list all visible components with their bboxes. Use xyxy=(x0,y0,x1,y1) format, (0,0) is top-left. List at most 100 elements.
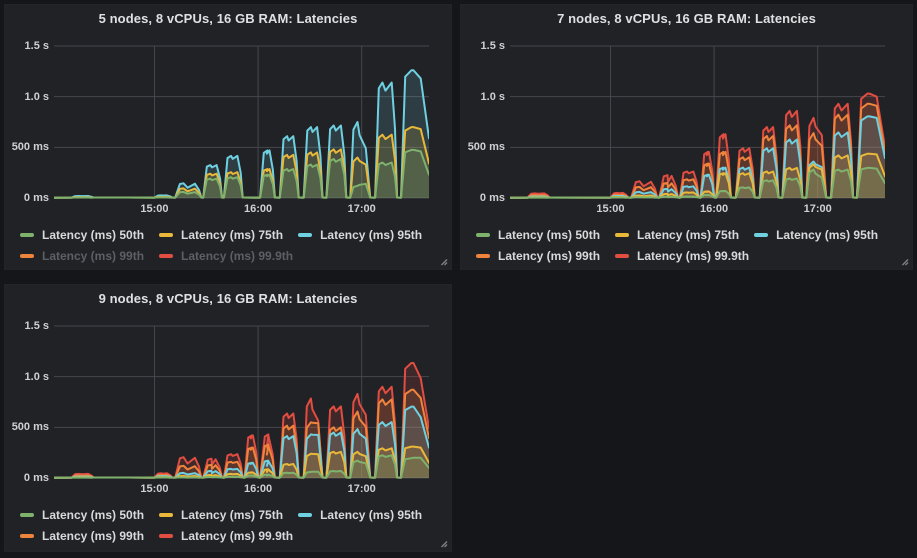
series-line-p50 xyxy=(54,148,429,199)
legend-item-p99[interactable]: Latency (ms) 99th xyxy=(476,247,600,265)
x-axis-tick-label: 15:00 xyxy=(140,203,169,215)
y-axis-tick-label: 1.0 s xyxy=(24,90,49,103)
legend-color-swatch xyxy=(159,254,174,258)
legend-color-swatch xyxy=(298,513,313,517)
legend-color-swatch xyxy=(159,513,174,517)
legend-series-label: Latency (ms) 99th xyxy=(498,249,601,263)
legend-color-swatch xyxy=(159,534,174,538)
x-axis-tick-label: 17:00 xyxy=(803,203,832,215)
y-axis-tick-label: 1.5 s xyxy=(24,320,49,332)
latency-chart xyxy=(54,45,429,199)
series-line-p999 xyxy=(54,362,429,479)
legend-color-swatch xyxy=(298,233,313,237)
panel-resize-handle[interactable] xyxy=(439,257,448,266)
panel-title[interactable]: 7 nodes, 8 vCPUs, 16 GB RAM: Latencies xyxy=(557,11,816,26)
legend-series-label: Latency (ms) 50th xyxy=(42,228,145,242)
legend-series-label: Latency (ms) 75th xyxy=(181,228,284,242)
latency-chart xyxy=(54,325,429,479)
y-axis-tick-label: 1.5 s xyxy=(24,40,49,52)
legend-color-swatch xyxy=(20,254,34,258)
legend-color-swatch xyxy=(754,233,769,237)
y-axis-tick-label: 0 ms xyxy=(479,192,505,204)
y-axis-labels: 0 ms 500 ms 1.0 s 1.5 s xyxy=(5,285,49,551)
legend-item-p50[interactable]: Latency (ms) 50th xyxy=(20,506,144,524)
series-fill-p95 xyxy=(54,406,429,478)
legend-color-swatch xyxy=(476,254,490,258)
legend-color-swatch xyxy=(476,233,490,237)
series-fill-p95 xyxy=(510,116,885,198)
series-fill-p999 xyxy=(54,363,429,478)
legend-series-label: Latency (ms) 95th xyxy=(320,228,423,242)
chart-legend: Latency (ms) 50th Latency (ms) 75th Latenc… xyxy=(476,226,904,265)
legend-series-label: Latency (ms) 95th xyxy=(320,508,423,522)
latency-chart xyxy=(510,45,885,199)
y-axis-tick-label: 500 ms xyxy=(467,141,505,154)
y-axis-tick-label: 1.0 s xyxy=(24,370,49,383)
legend-item-p75[interactable]: Latency (ms) 75th xyxy=(615,226,739,244)
x-axis-labels: 15:00 16:00 17:00 xyxy=(461,203,912,217)
legend-item-p95[interactable]: Latency (ms) 95th xyxy=(754,226,878,244)
panel-7-nodes-latencies: 7 nodes, 8 vCPUs, 16 GB RAM: Latencies 0… xyxy=(460,4,913,270)
x-axis-tick-label: 16:00 xyxy=(243,483,273,495)
y-axis-tick-label: 0 ms xyxy=(23,192,49,204)
legend-series-label: Latency (ms) 75th xyxy=(181,508,284,522)
legend-item-p999[interactable]: Latency (ms) 99.9th xyxy=(159,527,293,545)
panel-title[interactable]: 5 nodes, 8 vCPUs, 16 GB RAM: Latencies xyxy=(98,11,358,26)
x-axis-tick-label: 15:00 xyxy=(596,203,625,215)
series-fill-p99 xyxy=(510,103,885,198)
panel-resize-handle[interactable] xyxy=(900,257,909,266)
panel-resize-handle[interactable] xyxy=(439,539,448,548)
y-axis-tick-label: 1.0 s xyxy=(480,90,505,103)
legend-item-p999[interactable]: Latency (ms) 99.9th xyxy=(615,247,749,265)
x-axis-tick-label: 15:00 xyxy=(140,483,169,495)
series-fill-p75 xyxy=(510,153,885,198)
y-axis-tick-label: 0 ms xyxy=(23,472,49,484)
chart-legend: Latency (ms) 50th Latency (ms) 75th Latenc… xyxy=(20,506,443,545)
x-axis-tick-label: 17:00 xyxy=(347,483,376,495)
series-fill-p75 xyxy=(54,446,429,478)
series-fill-p95 xyxy=(54,70,429,198)
panel-9-nodes-latencies: 9 nodes, 8 vCPUs, 16 GB RAM: Latencies 0… xyxy=(4,284,452,552)
legend-color-swatch xyxy=(615,254,630,258)
legend-item-p95[interactable]: Latency (ms) 95th xyxy=(298,506,422,524)
legend-series-label: Latency (ms) 95th xyxy=(776,228,879,242)
legend-item-p50[interactable]: Latency (ms) 50th xyxy=(476,226,600,244)
legend-item-p75[interactable]: Latency (ms) 75th xyxy=(159,226,283,244)
y-axis-tick-label: 500 ms xyxy=(11,421,49,434)
legend-color-swatch xyxy=(20,233,34,237)
legend-item-p95[interactable]: Latency (ms) 95th xyxy=(298,226,422,244)
panel-title[interactable]: 9 nodes, 8 vCPUs, 16 GB RAM: Latencies xyxy=(98,291,358,306)
legend-series-label: Latency (ms) 75th xyxy=(637,228,740,242)
chart-legend: Latency (ms) 50th Latency (ms) 75th Latenc… xyxy=(20,226,443,265)
y-axis-tick-label: 1.5 s xyxy=(480,40,505,52)
y-axis-tick-label: 500 ms xyxy=(11,141,49,154)
legend-series-label: Latency (ms) 99th xyxy=(42,529,145,543)
series-line-p95 xyxy=(54,69,429,199)
legend-series-label: Latency (ms) 99.9th xyxy=(181,249,294,263)
legend-item-p999[interactable]: Latency (ms) 99.9th xyxy=(159,247,293,265)
series-line-p999 xyxy=(510,92,885,199)
series-line-p50 xyxy=(510,166,885,199)
legend-color-swatch xyxy=(20,513,34,517)
legend-color-swatch xyxy=(615,233,630,237)
x-axis-labels: 15:00 16:00 17:00 xyxy=(5,203,451,217)
legend-series-label: Latency (ms) 99.9th xyxy=(637,249,750,263)
legend-series-label: Latency (ms) 99.9th xyxy=(181,529,294,543)
legend-color-swatch xyxy=(159,233,174,237)
y-axis-labels: 0 ms 500 ms 1.0 s 1.5 s xyxy=(5,5,49,269)
legend-color-swatch xyxy=(20,534,34,538)
legend-series-label: Latency (ms) 50th xyxy=(42,508,145,522)
legend-series-label: Latency (ms) 99th xyxy=(42,249,145,263)
series-fill-p999 xyxy=(510,93,885,198)
series-fill-p75 xyxy=(54,127,429,198)
x-axis-tick-label: 16:00 xyxy=(243,203,273,215)
legend-item-p99[interactable]: Latency (ms) 99th xyxy=(20,247,144,265)
legend-item-p50[interactable]: Latency (ms) 50th xyxy=(20,226,144,244)
legend-item-p99[interactable]: Latency (ms) 99th xyxy=(20,527,144,545)
legend-item-p75[interactable]: Latency (ms) 75th xyxy=(159,506,283,524)
series-fill-p50 xyxy=(510,167,885,198)
x-axis-tick-label: 16:00 xyxy=(699,203,729,215)
x-axis-labels: 15:00 16:00 17:00 xyxy=(5,483,451,497)
series-fill-p99 xyxy=(54,389,429,478)
panel-5-nodes-latencies: 5 nodes, 8 vCPUs, 16 GB RAM: Latencies 0… xyxy=(4,4,452,270)
